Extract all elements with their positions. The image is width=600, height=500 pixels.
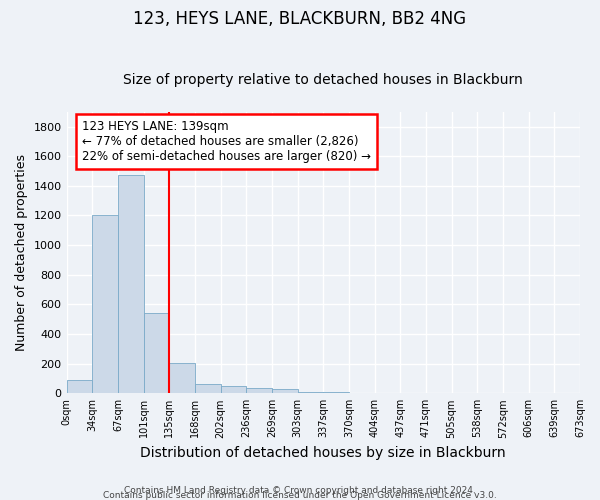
Bar — [349, 392, 374, 394]
Bar — [246, 388, 272, 394]
Bar — [272, 389, 298, 394]
Bar — [169, 363, 195, 394]
Bar — [323, 392, 349, 394]
X-axis label: Distribution of detached houses by size in Blackburn: Distribution of detached houses by size … — [140, 446, 506, 460]
Text: 123, HEYS LANE, BLACKBURN, BB2 4NG: 123, HEYS LANE, BLACKBURN, BB2 4NG — [133, 10, 467, 28]
Bar — [118, 176, 143, 394]
Bar — [195, 384, 221, 394]
Text: Contains public sector information licensed under the Open Government Licence v3: Contains public sector information licen… — [103, 491, 497, 500]
Text: 123 HEYS LANE: 139sqm
← 77% of detached houses are smaller (2,826)
22% of semi-d: 123 HEYS LANE: 139sqm ← 77% of detached … — [82, 120, 371, 163]
Bar — [143, 314, 169, 394]
Bar — [221, 386, 246, 394]
Text: Contains HM Land Registry data © Crown copyright and database right 2024.: Contains HM Land Registry data © Crown c… — [124, 486, 476, 495]
Y-axis label: Number of detached properties: Number of detached properties — [15, 154, 28, 351]
Bar — [67, 380, 92, 394]
Bar — [298, 392, 323, 394]
Title: Size of property relative to detached houses in Blackburn: Size of property relative to detached ho… — [124, 73, 523, 87]
Bar — [92, 216, 118, 394]
